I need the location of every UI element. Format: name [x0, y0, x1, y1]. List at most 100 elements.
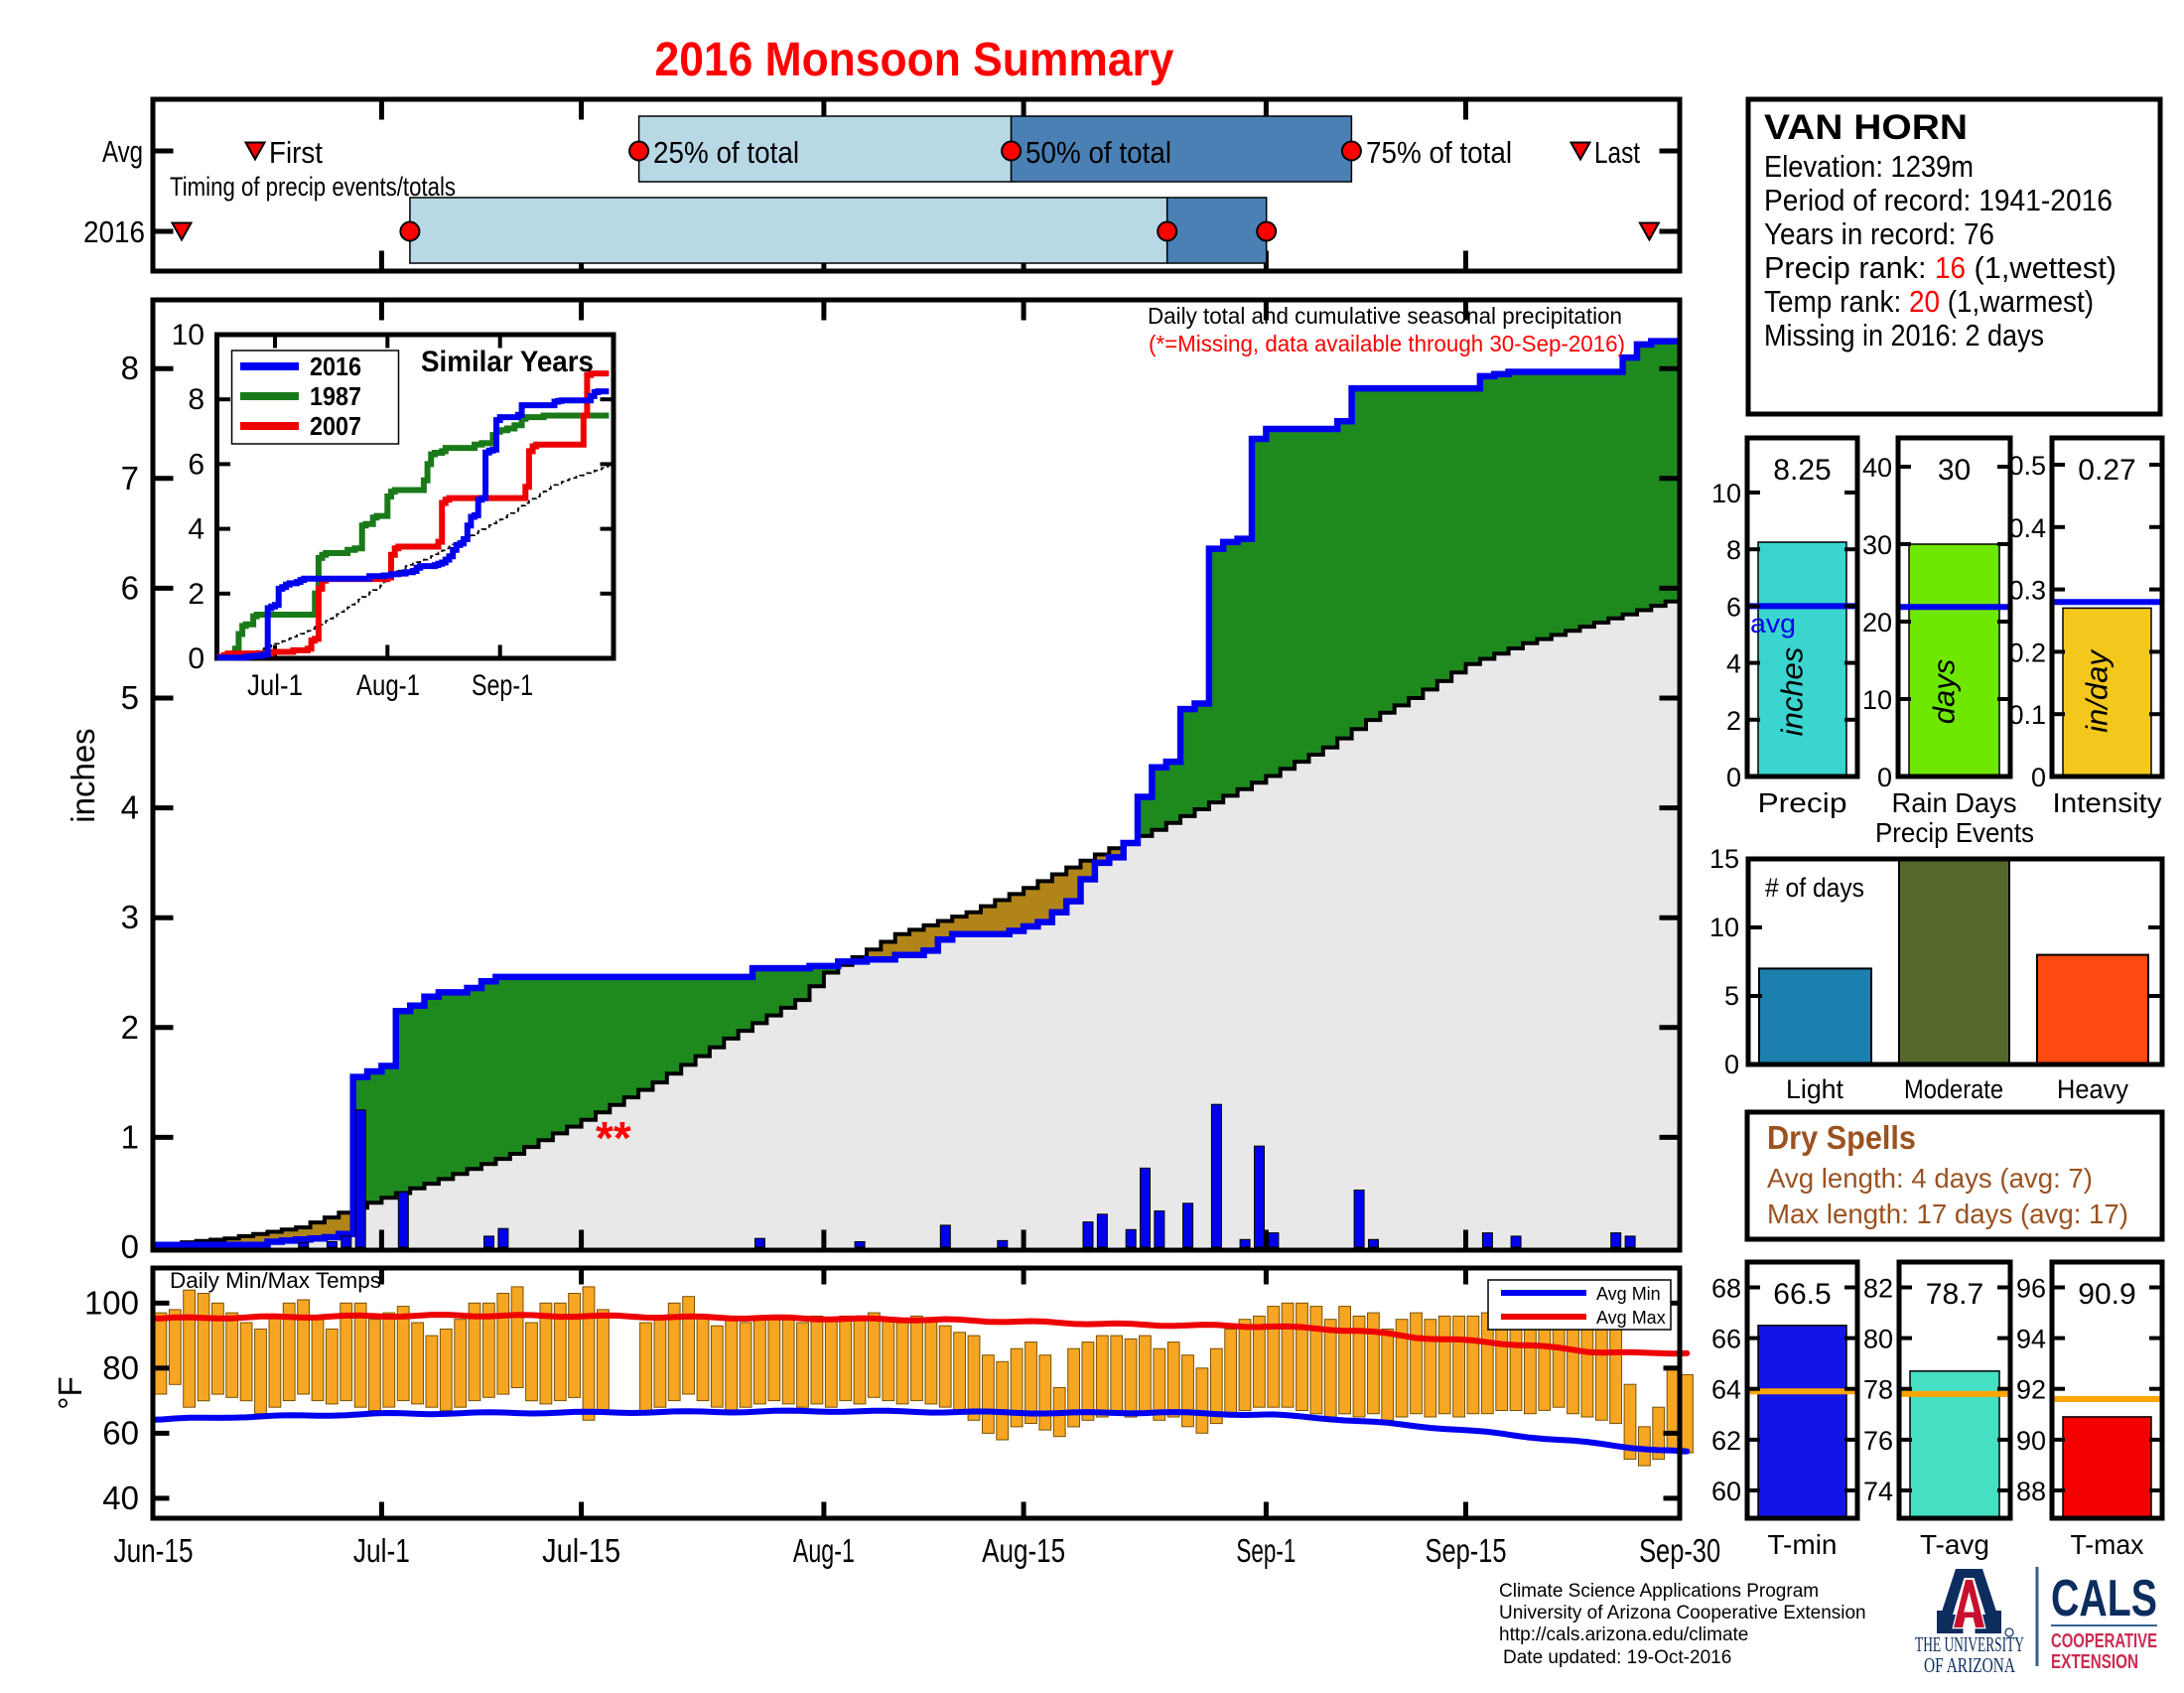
svg-text:Heavy: Heavy: [2057, 1074, 2128, 1104]
svg-text:VAN HORN: VAN HORN: [1764, 108, 1968, 147]
svg-text:Daily total and cumulative sea: Daily total and cumulative seasonal prec…: [1148, 303, 1622, 329]
svg-text:Jun-15: Jun-15: [114, 1532, 194, 1569]
svg-text:inches: inches: [1775, 647, 1810, 737]
svg-text:2016: 2016: [310, 352, 361, 381]
svg-text:2: 2: [121, 1009, 139, 1046]
svg-text:(*=Missing, data available thr: (*=Missing, data available through 30-Se…: [1149, 331, 1625, 356]
svg-text:inches: inches: [65, 728, 101, 822]
svg-text:**: **: [596, 1112, 631, 1164]
svg-text:T-min: T-min: [1768, 1529, 1838, 1560]
svg-text:0: 0: [1726, 763, 1741, 792]
svg-text:Avg Max: Avg Max: [1596, 1308, 1666, 1328]
svg-text:78.7: 78.7: [1926, 1278, 1983, 1311]
svg-text:94: 94: [2016, 1325, 2046, 1354]
svg-text:64: 64: [1711, 1375, 1741, 1405]
svg-text:Period of record: 1941-2016: Period of record: 1941-2016: [1764, 183, 2113, 217]
svg-text:Aug-1: Aug-1: [793, 1532, 855, 1569]
svg-text:74: 74: [1863, 1477, 1893, 1506]
svg-text:1987: 1987: [310, 381, 361, 411]
svg-text:Temp rank:: Temp rank:: [1764, 284, 1909, 319]
svg-text:Aug-15: Aug-15: [982, 1532, 1065, 1569]
svg-text:50% of total: 50% of total: [1025, 135, 1171, 170]
svg-text:6: 6: [188, 448, 205, 481]
svg-text:avg: avg: [1750, 609, 1796, 638]
svg-text:in/day: in/day: [2080, 648, 2115, 733]
svg-text:(1,warmest): (1,warmest): [1940, 284, 2094, 319]
svg-text:6: 6: [121, 569, 139, 606]
svg-text:88: 88: [2016, 1477, 2046, 1506]
svg-text:Sep-30: Sep-30: [1639, 1532, 1720, 1569]
svg-text:University of Arizona Cooperat: University of Arizona Cooperative Extens…: [1499, 1603, 1866, 1623]
svg-text:60: 60: [102, 1414, 139, 1451]
svg-text:100: 100: [84, 1284, 139, 1321]
svg-text:Jul-1: Jul-1: [247, 669, 303, 702]
svg-text:2007: 2007: [310, 411, 361, 441]
svg-text:Timing of precip events/totals: Timing of precip events/totals: [170, 172, 456, 202]
svg-text:76: 76: [1863, 1426, 1893, 1456]
svg-text:Precip Events: Precip Events: [1875, 817, 2034, 848]
svg-text:Jul-1: Jul-1: [353, 1532, 410, 1569]
svg-text:2016: 2016: [83, 214, 145, 249]
svg-text:2: 2: [188, 578, 205, 611]
svg-text:0.1: 0.1: [2008, 700, 2046, 730]
svg-text:T-max: T-max: [2071, 1529, 2144, 1560]
svg-text:http://cals.arizona.edu/climat: http://cals.arizona.edu/climate: [1499, 1624, 1748, 1645]
svg-text:40: 40: [1862, 453, 1892, 483]
svg-text:0: 0: [1877, 763, 1892, 792]
svg-text:5: 5: [121, 679, 139, 716]
svg-text:2: 2: [1726, 706, 1741, 736]
svg-text:0: 0: [188, 642, 205, 675]
svg-text:90: 90: [2016, 1426, 2046, 1456]
svg-text:Last: Last: [1594, 135, 1640, 170]
svg-text:96: 96: [2016, 1274, 2046, 1304]
svg-text:4: 4: [1726, 649, 1741, 679]
svg-text:0.3: 0.3: [2008, 576, 2046, 606]
svg-text:8: 8: [121, 350, 139, 386]
svg-text:Precip rank:: Precip rank:: [1764, 250, 1935, 285]
svg-text:60: 60: [1711, 1477, 1741, 1506]
svg-text:90.9: 90.9: [2078, 1278, 2135, 1311]
svg-text:66.5: 66.5: [1773, 1278, 1831, 1311]
svg-text:First: First: [269, 135, 323, 170]
svg-text:92: 92: [2016, 1375, 2046, 1405]
svg-text:OF ARIZONA: OF ARIZONA: [1924, 1653, 2016, 1677]
svg-text:66: 66: [1711, 1325, 1741, 1354]
svg-text:Daily Min/Max Temps: Daily Min/Max Temps: [170, 1268, 381, 1293]
svg-text:25% of total: 25% of total: [653, 135, 799, 170]
svg-text:10: 10: [172, 319, 205, 352]
svg-text:80: 80: [102, 1349, 139, 1386]
svg-text:2016 Monsoon Summary: 2016 Monsoon Summary: [655, 34, 1174, 86]
svg-text:THE UNIVERSITY: THE UNIVERSITY: [1915, 1632, 2024, 1656]
svg-text:# of days: # of days: [1765, 873, 1864, 903]
svg-text:10: 10: [1711, 479, 1741, 508]
svg-text:Sep-1: Sep-1: [472, 669, 533, 702]
svg-text:Avg length: 4 days (avg: 7): Avg length: 4 days (avg: 7): [1767, 1163, 2093, 1194]
svg-text:0: 0: [1724, 1050, 1739, 1079]
svg-text:Light: Light: [1786, 1074, 1843, 1104]
svg-text:Precip: Precip: [1758, 787, 1847, 818]
svg-text:0.5: 0.5: [2008, 451, 2046, 481]
svg-text:Intensity: Intensity: [2053, 787, 2162, 818]
svg-text:Max length: 17 days (avg: 17): Max length: 17 days (avg: 17): [1767, 1199, 2128, 1229]
svg-text:8: 8: [188, 383, 205, 416]
svg-text:Aug-1: Aug-1: [356, 669, 420, 702]
svg-text:40: 40: [102, 1480, 139, 1516]
svg-text:3: 3: [121, 899, 139, 935]
svg-text:Moderate: Moderate: [1904, 1074, 2003, 1104]
svg-text:5: 5: [1724, 981, 1739, 1011]
svg-text:(1,wettest): (1,wettest): [1966, 250, 2116, 285]
svg-text:Dry Spells: Dry Spells: [1767, 1119, 1916, 1156]
svg-text:Similar Years: Similar Years: [421, 346, 594, 378]
svg-text:68: 68: [1711, 1274, 1741, 1304]
svg-text:Date updated: 19-Oct-2016: Date updated: 19-Oct-2016: [1503, 1647, 1731, 1668]
svg-text:0.2: 0.2: [2008, 637, 2046, 667]
svg-text:8: 8: [1726, 535, 1741, 565]
svg-text:T-avg: T-avg: [1920, 1529, 1989, 1560]
svg-text:20: 20: [1862, 608, 1892, 637]
svg-text:days: days: [1927, 659, 1962, 724]
svg-text:10: 10: [1862, 685, 1892, 715]
svg-text:Sep-15: Sep-15: [1426, 1532, 1507, 1569]
svg-text:Avg Min: Avg Min: [1596, 1284, 1661, 1304]
svg-text:COOPERATIVE: COOPERATIVE: [2051, 1630, 2157, 1652]
svg-text:78: 78: [1863, 1375, 1893, 1405]
